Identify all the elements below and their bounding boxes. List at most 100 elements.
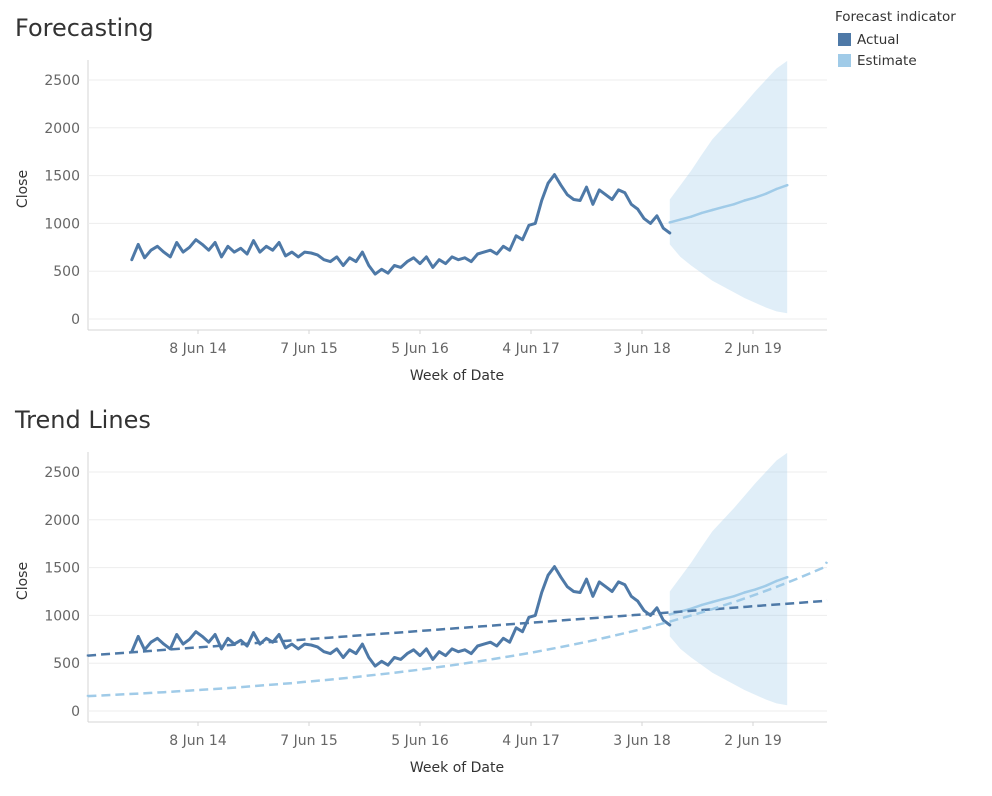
data-point-actual (668, 231, 671, 235)
data-point-estimate (753, 196, 757, 199)
data-point-actual (527, 224, 531, 227)
data-point-actual (361, 250, 364, 254)
data-point-actual (527, 616, 531, 619)
data-point-actual (386, 663, 390, 667)
data-point-actual (380, 268, 383, 271)
data-point-actual (252, 239, 255, 242)
data-point-actual (277, 241, 281, 244)
legend-swatch-actual (838, 33, 851, 46)
data-point-actual (553, 565, 556, 568)
data-point-actual (213, 241, 217, 244)
data-point-actual (322, 258, 326, 261)
data-point-actual (662, 227, 665, 230)
data-point-actual (572, 198, 575, 201)
data-point-actual (374, 664, 377, 668)
data-point-actual (642, 217, 646, 220)
data-point-actual (367, 264, 370, 267)
data-point-actual (444, 262, 447, 265)
data-point-actual (175, 241, 178, 244)
data-point-actual (284, 646, 287, 650)
data-point-actual (572, 590, 575, 593)
data-point-actual (444, 654, 447, 657)
x-tick-label-3: 4 Jun 17 (502, 733, 560, 749)
data-point-actual (559, 576, 563, 579)
data-point-actual (393, 264, 396, 267)
data-point-actual (188, 638, 191, 641)
data-point-estimate (711, 600, 714, 604)
chart-title-forecasting: Forecasting (15, 14, 154, 42)
y-tick-label-500: 500 (53, 656, 80, 672)
data-point-actual (591, 203, 595, 206)
data-point-actual (591, 595, 595, 598)
data-point-estimate (775, 579, 778, 583)
data-point-actual (655, 214, 659, 217)
data-point-actual (425, 647, 428, 651)
data-point-actual (585, 577, 588, 581)
data-point-actual (470, 260, 473, 263)
data-point-estimate (786, 184, 789, 187)
data-point-actual (380, 660, 383, 663)
data-point-actual (322, 650, 326, 653)
data-point-actual (418, 262, 422, 265)
data-point-actual (508, 249, 511, 252)
x-tick-label-4: 3 Jun 18 (613, 733, 671, 749)
data-point-estimate (689, 215, 693, 218)
y-tick-label-1000: 1000 (44, 608, 80, 624)
y-tick-label-0: 0 (71, 704, 80, 720)
data-point-actual (130, 258, 133, 261)
y-tick-label-1000: 1000 (44, 216, 80, 232)
data-point-actual (245, 252, 249, 256)
data-point-actual (610, 198, 614, 201)
data-point-actual (585, 185, 588, 189)
data-point-actual (316, 253, 319, 257)
trend-line-estimate (86, 561, 829, 698)
data-point-actual (540, 591, 543, 594)
data-point-actual (297, 255, 300, 259)
data-point-estimate (700, 603, 703, 607)
legend-item-actual[interactable]: Actual (835, 29, 985, 50)
data-point-estimate (668, 613, 671, 616)
data-point-actual (450, 647, 454, 651)
data-point-actual (181, 250, 185, 254)
x-tick-label-2: 5 Jun 16 (391, 341, 449, 357)
data-point-actual (610, 590, 614, 593)
data-point-actual (220, 255, 223, 259)
data-point-actual (534, 222, 537, 225)
data-point-actual (438, 650, 441, 653)
data-point-actual (156, 637, 159, 640)
data-point-actual (245, 644, 249, 648)
data-point-actual (514, 234, 518, 237)
data-point-actual (431, 266, 434, 269)
series-line-estimate (668, 575, 789, 616)
data-point-actual (386, 271, 390, 275)
data-point-actual (482, 250, 486, 254)
data-point-actual (361, 642, 364, 646)
legend[interactable]: Forecast indicator Actual Estimate (835, 9, 985, 71)
data-point-actual (630, 203, 633, 206)
data-point-actual (258, 250, 262, 254)
data-point-actual (374, 272, 377, 276)
data-point-actual (194, 238, 198, 241)
data-point-actual (476, 644, 479, 648)
data-point-actual (175, 633, 178, 636)
data-point-actual (207, 641, 210, 644)
data-point-estimate (700, 211, 703, 215)
y-tick-label-2000: 2000 (44, 513, 80, 529)
data-point-actual (329, 260, 332, 263)
legend-item-estimate[interactable]: Estimate (835, 50, 985, 71)
x-tick-label-2: 5 Jun 16 (391, 733, 449, 749)
data-point-actual (489, 249, 492, 252)
data-point-actual (457, 650, 460, 653)
x-axis-title: Week of Date (410, 368, 504, 384)
y-axis-title: Close (15, 170, 31, 208)
y-tick-label-2000: 2000 (44, 121, 80, 137)
data-point-actual (342, 264, 345, 267)
data-point-actual (207, 249, 210, 252)
data-point-actual (226, 245, 230, 248)
data-point-estimate (743, 199, 746, 202)
chart-panel-0: 0 500 1000 1500 2000 2500 8 Jun 14 7 Jun 15 5 Ju… (15, 60, 827, 384)
data-point-actual (169, 255, 172, 259)
data-point-estimate (732, 595, 735, 598)
data-point-actual (508, 641, 511, 644)
data-point-actual (566, 585, 569, 588)
